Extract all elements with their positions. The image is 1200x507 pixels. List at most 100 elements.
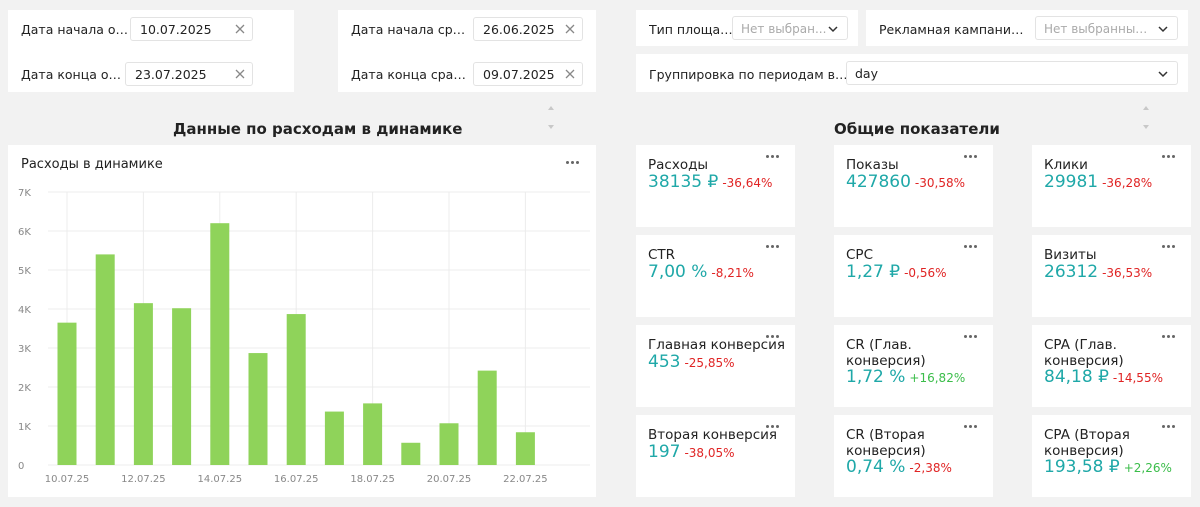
kpi-value-text: 38135 ₽ xyxy=(648,172,719,192)
kpi-name: CPA (Вторая конверсия) xyxy=(1044,427,1130,459)
kpi-delta: -30,58% xyxy=(914,176,965,190)
x-tick-label: 20.07.25 xyxy=(427,474,472,485)
scroll-arrows-icon[interactable] xyxy=(1141,103,1151,133)
filter-panel-compare-dates: Дата начала сравне... 26.06.2025 Дата ко… xyxy=(338,10,596,92)
bar-21.07.25[interactable] xyxy=(477,370,497,465)
kpi-value-text: 0,74 % xyxy=(846,457,906,477)
kpi-card: CTR 7,00 % -8,21% xyxy=(636,235,795,317)
report-start-label: Дата начала отчета xyxy=(21,22,131,37)
kpi-value-text: 84,18 ₽ xyxy=(1044,367,1109,387)
kpi-delta: -2,38% xyxy=(909,461,952,475)
bar-11.07.25[interactable] xyxy=(95,254,115,465)
more-options-icon[interactable] xyxy=(766,335,782,341)
y-tick-label: 6K xyxy=(18,227,31,238)
compare-end-label: Дата конца сравнен... xyxy=(351,67,469,82)
compare-end-value: 09.07.2025 xyxy=(483,67,555,82)
kpi-card: Расходы 38135 ₽ -36,64% xyxy=(636,145,795,227)
kpi-name: CTR xyxy=(648,247,676,263)
scroll-arrows-icon[interactable] xyxy=(546,103,556,133)
compare-start-date-input[interactable]: 26.06.2025 xyxy=(473,17,583,41)
kpi-card: Показы 427860 -30,58% xyxy=(834,145,993,227)
bar-19.07.25[interactable] xyxy=(401,442,421,465)
more-options-icon[interactable] xyxy=(766,245,782,251)
more-options-icon[interactable] xyxy=(964,425,980,431)
kpi-value: 1,27 ₽ -0,56% xyxy=(846,262,947,282)
bar-16.07.25[interactable] xyxy=(286,314,306,465)
kpi-value-text: 1,72 % xyxy=(846,367,906,387)
kpi-name: Вторая конверсия xyxy=(648,427,778,443)
more-options-icon[interactable] xyxy=(1162,425,1178,431)
clear-icon[interactable] xyxy=(564,23,576,35)
y-tick-label: 3K xyxy=(18,344,31,355)
kpi-delta: +16,82% xyxy=(909,371,966,385)
chart-title: Расходы в динамике xyxy=(21,157,163,172)
kpi-value-text: 7,00 % xyxy=(648,262,708,282)
kpi-value: 427860 -30,58% xyxy=(846,172,965,192)
kpi-name: Расходы xyxy=(648,157,709,173)
kpi-delta: +2,26% xyxy=(1123,461,1172,475)
bar-12.07.25[interactable] xyxy=(133,303,153,465)
clear-icon[interactable] xyxy=(564,68,576,80)
more-options-icon[interactable] xyxy=(964,245,980,251)
compare-end-date-input[interactable]: 09.07.2025 xyxy=(473,62,583,86)
kpi-value: 7,00 % -8,21% xyxy=(648,262,754,282)
kpi-card: CR (Глав. конверсия) 1,72 % +16,82% xyxy=(834,325,993,407)
platform-type-select[interactable]: Нет выбран... xyxy=(732,16,848,40)
more-options-icon[interactable] xyxy=(1162,155,1178,161)
more-options-icon[interactable] xyxy=(566,161,582,167)
grouping-value: day xyxy=(855,66,878,81)
direct-campaign-select[interactable]: Нет выбранных з... xyxy=(1035,16,1178,40)
report-start-date-input[interactable]: 10.07.2025 xyxy=(130,17,253,41)
kpi-delta: -0,56% xyxy=(904,266,947,280)
kpi-value: 26312 -36,53% xyxy=(1044,262,1152,282)
x-tick-label: 22.07.25 xyxy=(503,474,548,485)
kpi-name: CPA (Глав. конверсия) xyxy=(1044,337,1124,369)
chevron-down-icon xyxy=(1158,26,1168,33)
kpi-name: Главная конверсия xyxy=(648,337,785,353)
kpi-name: Показы xyxy=(846,157,899,173)
x-tick-label: 12.07.25 xyxy=(121,474,166,485)
more-options-icon[interactable] xyxy=(964,335,980,341)
grouping-select[interactable]: day xyxy=(846,61,1178,85)
clear-icon[interactable] xyxy=(234,23,246,35)
bar-14.07.25[interactable] xyxy=(210,223,230,465)
spend-bar-chart: 0 1K 2K 3K 4K 5K 6K 7K 10.07.25 12.07.25 14.07.25 1… xyxy=(18,188,590,485)
report-end-date-input[interactable]: 23.07.2025 xyxy=(125,62,253,86)
more-options-icon[interactable] xyxy=(766,155,782,161)
kpi-value-text: 29981 xyxy=(1044,172,1099,192)
more-options-icon[interactable] xyxy=(964,155,980,161)
bar-20.07.25[interactable] xyxy=(439,423,459,465)
kpi-value-text: 1,27 ₽ xyxy=(846,262,901,282)
bar-13.07.25[interactable] xyxy=(172,308,192,465)
direct-campaign-label: Рекламная кампания дир... xyxy=(879,22,1029,37)
bar-18.07.25[interactable] xyxy=(363,403,383,465)
compare-start-label: Дата начала сравне... xyxy=(351,22,469,37)
filter-panel-campaign: Рекламная кампания дир... Нет выбранных … xyxy=(866,10,1188,46)
kpi-delta: -38,05% xyxy=(684,446,735,460)
spend-chart-panel: Расходы в динамике 0 1K 2K 3K 4K 5K 6K 7K 10.07.… xyxy=(8,145,596,497)
kpi-delta: -14,55% xyxy=(1112,371,1163,385)
kpi-value-text: 427860 xyxy=(846,172,911,192)
kpi-delta: -36,28% xyxy=(1102,176,1153,190)
kpi-value: 0,74 % -2,38% xyxy=(846,457,952,477)
kpi-value: 38135 ₽ -36,64% xyxy=(648,172,772,192)
bar-10.07.25[interactable] xyxy=(57,322,77,465)
kpi-value-text: 197 xyxy=(648,442,681,462)
more-options-icon[interactable] xyxy=(1162,245,1178,251)
kpi-value: 29981 -36,28% xyxy=(1044,172,1152,192)
more-options-icon[interactable] xyxy=(1162,335,1178,341)
kpi-value: 84,18 ₽ -14,55% xyxy=(1044,367,1163,387)
kpi-delta: -8,21% xyxy=(711,266,754,280)
bar-22.07.25[interactable] xyxy=(515,432,535,465)
more-options-icon[interactable] xyxy=(766,425,782,431)
kpi-value: 193,58 ₽ +2,26% xyxy=(1044,457,1172,477)
kpi-card: CPA (Глав. конверсия) 84,18 ₽ -14,55% xyxy=(1032,325,1191,407)
bar-15.07.25[interactable] xyxy=(248,353,268,465)
bar-17.07.25[interactable] xyxy=(324,411,344,465)
filter-panel-platform: Тип площадки Нет выбран... xyxy=(636,10,858,46)
platform-type-placeholder: Нет выбран... xyxy=(741,22,827,36)
grouping-label: Группировка по периодам времени xyxy=(649,67,849,82)
kpi-value: 197 -38,05% xyxy=(648,442,735,462)
clear-icon[interactable] xyxy=(234,68,246,80)
kpi-name: CR (Глав. конверсия) xyxy=(846,337,926,369)
